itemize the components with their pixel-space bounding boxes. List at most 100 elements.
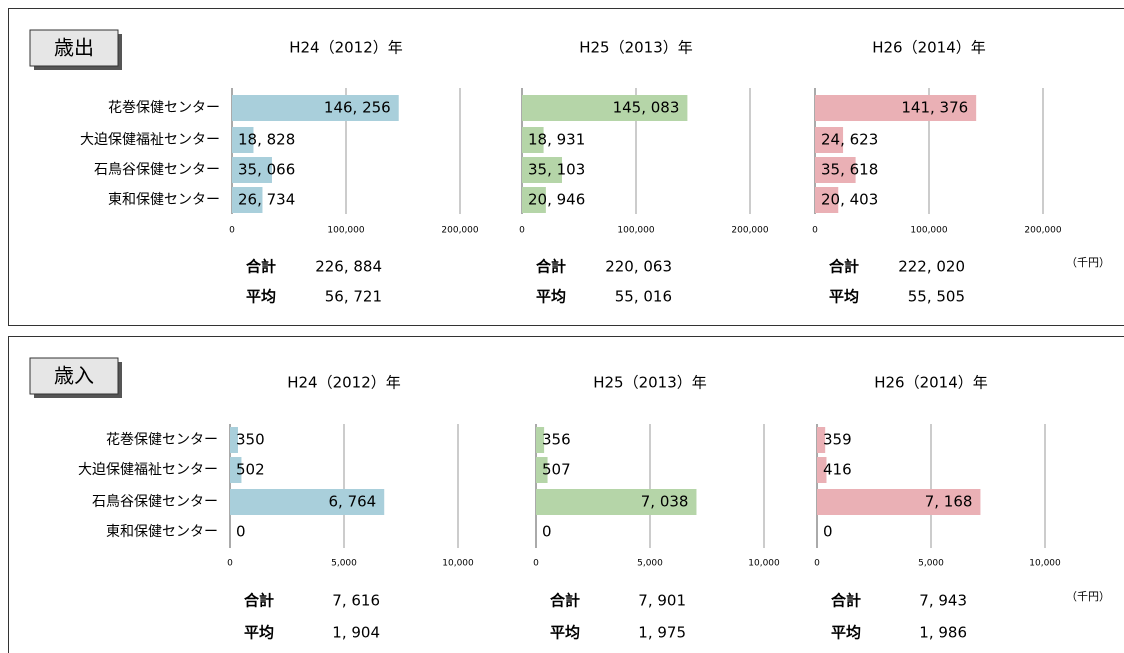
bar bbox=[522, 157, 563, 183]
value-label: 0 bbox=[236, 523, 246, 541]
value-label: 20, 403 bbox=[821, 191, 878, 209]
bar bbox=[232, 127, 254, 153]
summary-label: 平均 bbox=[246, 288, 276, 306]
summary-value: 222, 020 bbox=[898, 258, 965, 276]
value-label: 35, 618 bbox=[821, 161, 878, 179]
bar bbox=[817, 489, 981, 515]
value-label: 507 bbox=[542, 461, 571, 479]
bar bbox=[522, 95, 688, 121]
bar bbox=[230, 427, 238, 453]
summary-value: 55, 016 bbox=[615, 288, 672, 306]
value-label: 146, 256 bbox=[324, 99, 391, 117]
summary-value: 56, 721 bbox=[325, 288, 382, 306]
value-label: 18, 828 bbox=[238, 131, 295, 149]
bar bbox=[815, 127, 844, 153]
summary-value: 55, 505 bbox=[908, 288, 965, 306]
summary-label: 合計 bbox=[243, 592, 274, 610]
value-label: 6, 764 bbox=[329, 493, 377, 511]
category-label: 石鳥谷保健センター bbox=[92, 494, 218, 510]
x-tick-label: 0 bbox=[519, 226, 525, 236]
bar bbox=[815, 187, 839, 213]
summary-value: 7, 616 bbox=[332, 592, 380, 610]
summary-value: 1, 986 bbox=[919, 624, 967, 642]
bar bbox=[815, 157, 856, 183]
x-tick-label: 200,000 bbox=[1024, 226, 1061, 236]
x-tick-label: 0 bbox=[227, 559, 233, 569]
panel-frame bbox=[8, 336, 1124, 653]
category-label: 大迫保健福祉センター bbox=[80, 132, 220, 148]
value-label: 24, 623 bbox=[821, 131, 878, 149]
value-label: 0 bbox=[823, 523, 833, 541]
x-tick-label: 0 bbox=[814, 559, 820, 569]
value-label: 356 bbox=[542, 431, 571, 449]
bar bbox=[522, 127, 544, 153]
x-tick-label: 100,000 bbox=[327, 226, 364, 236]
chart-title: H25（2013）年 bbox=[579, 39, 693, 57]
chart-title: H25（2013）年 bbox=[593, 374, 707, 392]
summary-value: 220, 063 bbox=[605, 258, 672, 276]
x-tick-label: 100,000 bbox=[910, 226, 947, 236]
panel-label: 歳入 bbox=[54, 364, 94, 388]
bar bbox=[232, 187, 263, 213]
category-label: 花巻保健センター bbox=[108, 100, 220, 116]
category-label: 東和保健センター bbox=[106, 524, 218, 540]
x-tick-label: 5,000 bbox=[918, 559, 944, 569]
summary-label: 合計 bbox=[828, 258, 859, 276]
x-tick-label: 10,000 bbox=[748, 559, 780, 569]
value-label: 145, 083 bbox=[613, 99, 680, 117]
chart-title: H24（2012）年 bbox=[287, 374, 401, 392]
summary-value: 7, 943 bbox=[919, 592, 967, 610]
summary-value: 226, 884 bbox=[315, 258, 382, 276]
summary-value: 1, 904 bbox=[332, 624, 380, 642]
value-label: 7, 038 bbox=[641, 493, 689, 511]
bar bbox=[817, 457, 827, 483]
panel-label-box bbox=[29, 357, 119, 395]
summary-label: 合計 bbox=[830, 592, 861, 610]
x-tick-label: 200,000 bbox=[441, 226, 478, 236]
bar bbox=[522, 187, 546, 213]
summary-label: 平均 bbox=[831, 624, 861, 642]
x-tick-label: 200,000 bbox=[731, 226, 768, 236]
bar bbox=[230, 457, 242, 483]
summary-label: 平均 bbox=[244, 624, 274, 642]
summary-label: 平均 bbox=[829, 288, 859, 306]
x-tick-label: 5,000 bbox=[637, 559, 663, 569]
x-tick-label: 100,000 bbox=[617, 226, 654, 236]
unit-label: （千円） bbox=[1066, 590, 1110, 603]
summary-value: 7, 901 bbox=[638, 592, 686, 610]
summary-value: 1, 975 bbox=[638, 624, 686, 642]
value-label: 20, 946 bbox=[528, 191, 585, 209]
value-label: 502 bbox=[236, 461, 265, 479]
value-label: 416 bbox=[823, 461, 852, 479]
value-label: 18, 931 bbox=[528, 131, 585, 149]
value-label: 35, 066 bbox=[238, 161, 295, 179]
summary-label: 合計 bbox=[245, 258, 276, 276]
x-tick-label: 10,000 bbox=[442, 559, 474, 569]
category-label: 石鳥谷保健センター bbox=[94, 162, 220, 178]
value-label: 350 bbox=[236, 431, 265, 449]
value-label: 26, 734 bbox=[238, 191, 295, 209]
value-label: 141, 376 bbox=[901, 99, 968, 117]
panel-label: 歳出 bbox=[54, 36, 94, 60]
panel-frame bbox=[8, 8, 1124, 326]
x-tick-label: 5,000 bbox=[331, 559, 357, 569]
bar bbox=[232, 95, 399, 121]
value-label: 35, 103 bbox=[528, 161, 585, 179]
bar bbox=[817, 427, 826, 453]
bar bbox=[230, 489, 385, 515]
category-label: 東和保健センター bbox=[108, 192, 220, 208]
unit-label: （千円） bbox=[1066, 256, 1110, 269]
summary-label: 合計 bbox=[535, 258, 566, 276]
category-label: 大迫保健福祉センター bbox=[78, 462, 218, 478]
bar bbox=[232, 157, 272, 183]
value-label: 0 bbox=[542, 523, 552, 541]
chart-title: H26（2014）年 bbox=[874, 374, 988, 392]
chart-title: H26（2014）年 bbox=[872, 39, 986, 57]
x-tick-label: 0 bbox=[229, 226, 235, 236]
bar bbox=[536, 489, 697, 515]
bar bbox=[536, 457, 548, 483]
value-label: 7, 168 bbox=[925, 493, 973, 511]
chart-title: H24（2012）年 bbox=[289, 39, 403, 57]
bar bbox=[536, 427, 545, 453]
